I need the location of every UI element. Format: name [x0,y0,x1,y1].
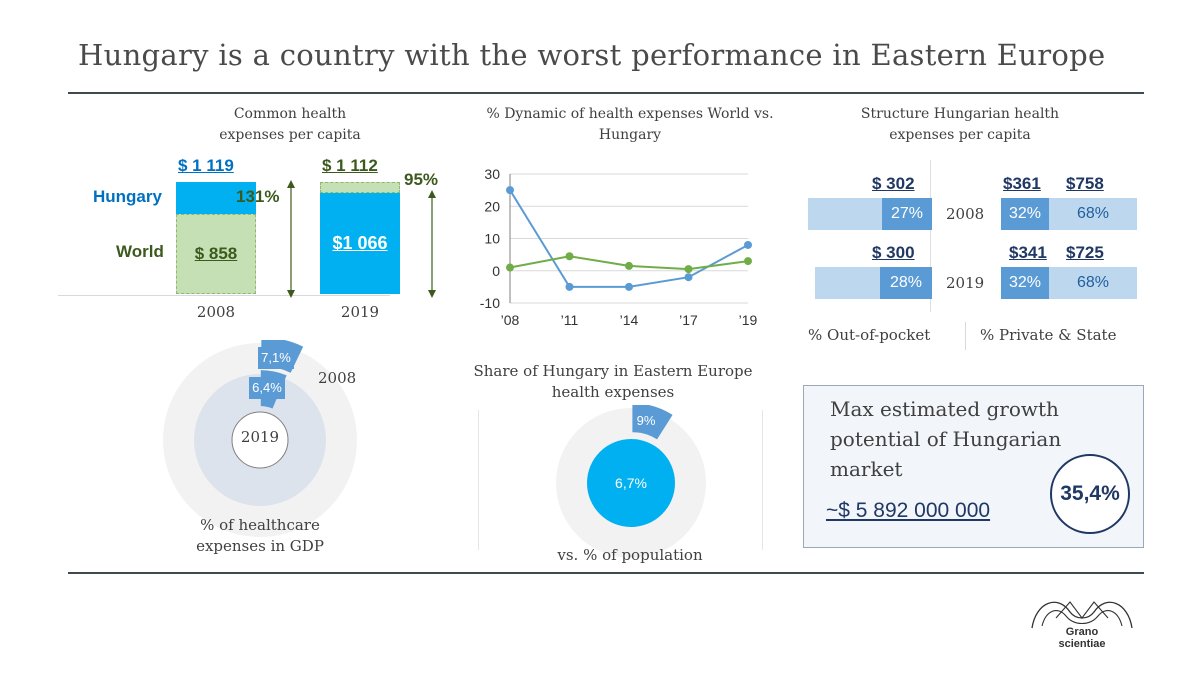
logo-text: Grano scientiae [1022,626,1142,650]
logo-line-1: Grano [1065,626,1099,638]
share-expenses-pct: 9% [636,413,656,428]
legend-private-state: % Private & State [980,326,1117,344]
state-2008-amount: $758 [1066,174,1104,193]
y-tick-label: 30 [484,166,500,182]
gdp-2019-value: 6,4% [249,377,285,399]
growth-amount: ~$ 5 892 000 000 [826,499,991,522]
growth-box: Max estimated growth potential of Hungar… [803,385,1144,548]
private-2019-amount: $341 [1009,243,1047,262]
state-2019-amount: $725 [1066,243,1104,262]
structure-divider [930,160,931,312]
x-tick-label: ’08 [501,312,520,328]
series-2-point [506,263,514,272]
series-1-point [506,186,514,195]
baseline [58,295,390,296]
bottom-rule [68,572,1144,574]
private-2008-bar: 32% [1001,198,1049,230]
row-label-world: World [116,242,164,261]
structure-year-2008: 2008 [946,205,985,223]
hungary-2008-total: $ 1 119 [178,156,234,175]
x-tick-label: ’17 [679,312,698,328]
row-label-hungary: Hungary [93,187,162,206]
oop-2008-bar: 27% [882,198,932,230]
share-left-rule [478,410,479,550]
x-tick-label: ’19 [739,312,758,328]
ratio-2019: 95% [404,170,439,189]
share-donut [556,405,706,558]
y-tick-label: 0 [492,263,500,279]
line-chart: -10 0 10 20 30 ’08 ’11 ’14 ’17 ’19 [480,166,758,328]
growth-text: Max estimated growth potential of Hungar… [830,397,1062,481]
series-2-point [684,265,693,274]
logo-mark-icon [1031,601,1133,629]
grano-logo: Grano scientiae [1022,588,1142,660]
share-population-pct: 6,7% [615,475,647,491]
share-caption: vs. % of population [557,546,703,564]
arrow-2008 [287,180,295,298]
private-2008-amount: $361 [1003,174,1041,193]
structure-year-2019: 2019 [946,274,985,292]
title-rule [68,92,1144,94]
gdp-year-outer: 2008 [318,369,357,387]
gdp-caption: % of healthcare expenses in GDP [196,516,324,555]
logo-line-2: scientiae [1058,638,1106,650]
world-2019-bar [320,182,400,193]
gdp-2008-value: 7,1% [258,347,294,369]
state-2019-bar: 68% [1049,267,1137,299]
structure-title: Structure Hungarian health expenses per … [860,106,1060,143]
world-2008-bar: $ 858 [176,214,256,294]
y-tick-label: 10 [484,231,500,247]
series-2-point [565,252,574,261]
world-2019-total: $ 1 112 [322,156,378,175]
legend-divider [965,322,966,350]
share-right-rule [762,410,763,550]
series-1-point [684,273,693,282]
gdp-year-inner: 2019 [240,428,280,446]
series-2-point [625,261,633,270]
ratio-2008: 131% [236,187,280,206]
world-2008-value: $ 858 [194,244,238,263]
oop-2008-amount: $ 302 [872,174,915,193]
state-2008-bar: 68% [1049,198,1137,230]
line-chart-title: % Dynamic of health expenses World vs. H… [486,106,774,143]
series-1-point [565,282,574,291]
x-tick-label: ’14 [620,312,639,328]
hungary-2019-value: $1 066 [332,233,388,253]
per-capita-title: Common health expenses per capita [219,106,361,143]
year-2008-label: 2008 [196,303,236,321]
x-tick-label: ’11 [561,312,579,328]
oop-2019-amount: $ 300 [872,243,915,262]
gdp-center [231,411,289,469]
growth-pct-badge: 35,4% [1050,454,1130,534]
y-tick-label: -10 [480,295,500,311]
hungary-2019-bar: $1 066 [320,193,400,294]
arrow-2019 [428,190,436,298]
share-population-circle [587,439,675,527]
year-2019-label: 2019 [340,303,380,321]
legend-out-of-pocket: % Out-of-pocket [808,326,931,344]
private-2019-bar: 32% [1001,267,1049,299]
y-tick-label: 20 [484,198,500,214]
series-2-point [744,257,752,266]
series-1-point [744,240,752,249]
series-1-point [625,282,633,291]
share-expenses-slice [632,405,673,440]
page-title: Hungary is a country with the worst perf… [78,38,1106,72]
oop-2019-bar: 28% [880,267,932,299]
hungary-2008-bar [176,182,256,214]
share-title: Share of Hungary in Eastern Europe healt… [473,362,753,401]
